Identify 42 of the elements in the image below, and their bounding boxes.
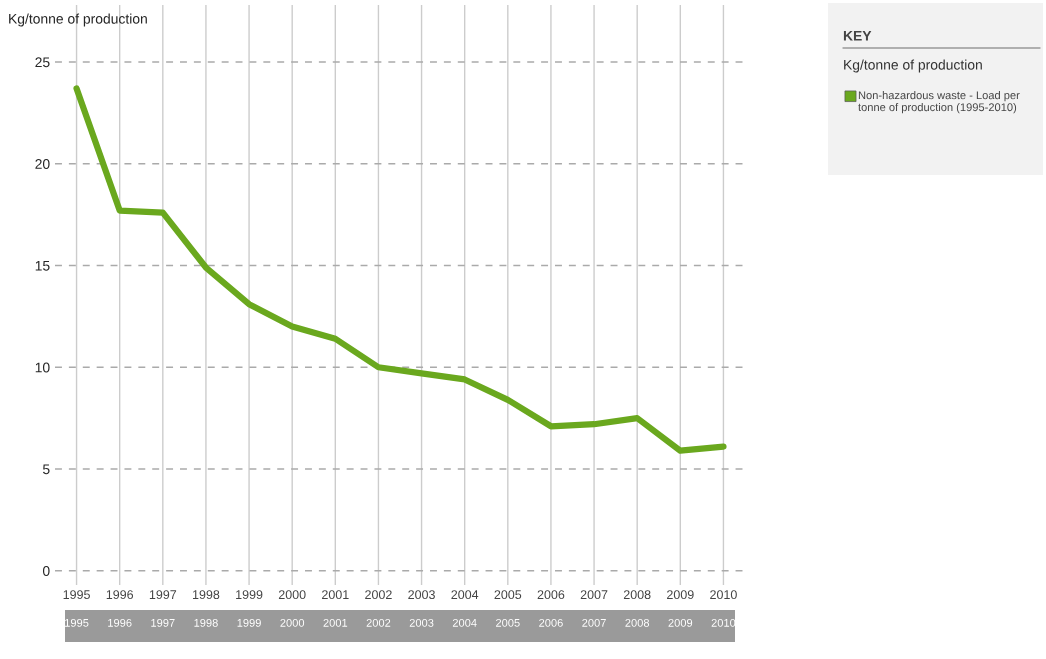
text: KEY <box>843 31 872 41</box>
x-tick-label: 1997 <box>149 590 177 600</box>
x-tick-label: 2007 <box>580 590 608 600</box>
category-label: 1997 <box>151 618 175 627</box>
category-label: 2009 <box>668 618 693 627</box>
category-label: 2003 <box>409 618 434 627</box>
x-tick-label: 2003 <box>408 590 435 600</box>
category-label: 2002 <box>366 618 391 627</box>
y-tick-label: 10 <box>35 362 50 373</box>
y-tick-label: 15 <box>35 260 50 271</box>
category-label: 2004 <box>452 618 477 627</box>
x-tick-label: 2004 <box>451 590 479 600</box>
category-label: 1998 <box>194 618 218 627</box>
x-tick-label: 2001 <box>322 590 349 600</box>
category-label: 2005 <box>496 618 520 627</box>
y-tick-label: 5 <box>42 464 50 475</box>
x-tick-label: 1998 <box>192 590 220 600</box>
category-label: 2010 <box>711 618 736 627</box>
category-label: 1995 <box>65 618 89 627</box>
x-tick-label: 2002 <box>365 590 392 600</box>
y-tick-label: 25 <box>35 57 50 68</box>
category-label: 2007 <box>582 618 606 627</box>
x-tick-label: 2006 <box>537 590 565 600</box>
x-tick-label: 2000 <box>278 590 306 600</box>
x-tick-label: 1995 <box>63 590 90 600</box>
x-tick-label: 2010 <box>710 590 737 600</box>
category-label: 2001 <box>323 618 348 627</box>
category-label: 1996 <box>108 618 132 627</box>
y-axis-title: Kg/tonne of production <box>9 13 147 27</box>
legend-label: Non-hazardous waste - Load per tonne of production (1995-2010) <box>858 91 1020 114</box>
x-tick-label: 2008 <box>623 590 651 600</box>
category-label: 1999 <box>237 618 261 627</box>
x-tick-label: 1999 <box>236 590 263 600</box>
legend-title: Kg/tonne of production <box>844 59 982 73</box>
category-label: 2008 <box>625 618 650 627</box>
y-tick-label: 0 <box>42 566 50 576</box>
x-tick-label: 1996 <box>106 590 134 600</box>
x-tick-label: 2005 <box>494 590 522 600</box>
category-label: 2000 <box>280 618 305 627</box>
x-tick-label: 2009 <box>667 590 694 600</box>
y-tick-label: 20 <box>35 159 50 169</box>
category-label: 2006 <box>539 618 563 627</box>
